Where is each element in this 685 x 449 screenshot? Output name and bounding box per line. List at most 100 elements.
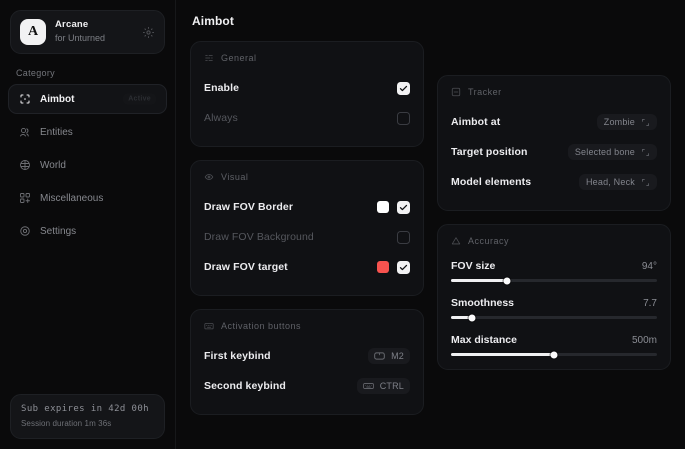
- color-swatch-fov-target[interactable]: [377, 261, 389, 273]
- sidebar-item-label: World: [40, 159, 66, 171]
- sidebar-item-miscellaneous[interactable]: Miscellaneous: [8, 183, 167, 213]
- row-label: Draw FOV Border: [204, 201, 294, 213]
- gear-icon[interactable]: [141, 25, 155, 39]
- sidebar-item-aimbot[interactable]: Aimbot Active: [8, 84, 167, 114]
- row-label: First keybind: [204, 350, 271, 362]
- general-card: General Enable Always: [190, 41, 424, 147]
- sidebar-nav: Aimbot Active Entities: [8, 84, 167, 246]
- triangle-icon: [451, 236, 461, 246]
- slider-knob: [550, 351, 558, 358]
- slider-label: Max distance: [451, 334, 517, 346]
- row-label: Aimbot at: [451, 116, 501, 128]
- second-keybind-chip[interactable]: CTRL: [356, 378, 410, 394]
- expand-icon: [641, 178, 650, 187]
- model-elements-dropdown[interactable]: Head, Neck: [578, 174, 657, 190]
- eye-icon: [204, 172, 214, 182]
- slider-label: Smoothness: [451, 297, 515, 309]
- row-label: Draw FOV target: [204, 261, 288, 273]
- sidebar-item-settings[interactable]: Settings: [8, 216, 167, 246]
- tracker-card-header: Tracker: [451, 87, 657, 97]
- row-label: Second keybind: [204, 380, 286, 392]
- sidebar-spacer: [8, 246, 167, 394]
- second-keybind-value: CTRL: [379, 381, 404, 391]
- accuracy-card-header: Accuracy: [451, 236, 657, 246]
- row-model-elements[interactable]: Model elements Head, Neck: [451, 167, 657, 197]
- expand-icon: [641, 118, 650, 127]
- row-aimbot-at[interactable]: Aimbot at Zombie: [451, 107, 657, 137]
- profile-name: Arcane: [55, 19, 89, 31]
- row-draw-fov-background[interactable]: Draw FOV Background: [204, 222, 410, 252]
- first-keybind-chip[interactable]: M2: [368, 348, 410, 364]
- sidebar-item-label: Miscellaneous: [40, 192, 104, 204]
- always-checkbox[interactable]: [397, 111, 410, 125]
- row-first-keybind[interactable]: First keybind M2: [204, 341, 410, 371]
- sliders-icon: [204, 53, 214, 63]
- sidebar: A Arcane for Unturned Category: [0, 0, 176, 449]
- row-target-position[interactable]: Target position Selected bone: [451, 137, 657, 167]
- row-draw-fov-target[interactable]: Draw FOV target: [204, 252, 410, 282]
- tracker-card-title: Tracker: [468, 87, 502, 97]
- row-label: Enable: [204, 82, 240, 94]
- draw-fov-border-checkbox[interactable]: [397, 200, 410, 214]
- row-label: Target position: [451, 146, 528, 158]
- profile-subtitle: for Unturned: [55, 33, 106, 44]
- draw-fov-background-checkbox[interactable]: [397, 230, 410, 244]
- right-column: Tracker Aimbot at Zombie: [437, 41, 671, 370]
- slider-smoothness[interactable]: Smoothness 7.7: [451, 293, 657, 321]
- row-controls: [397, 81, 410, 95]
- slider-track[interactable]: [451, 314, 657, 321]
- aimbot-at-dropdown[interactable]: Zombie: [596, 114, 657, 130]
- first-keybind-value: M2: [391, 351, 404, 361]
- crosshair-icon: [19, 93, 31, 105]
- slider-value: 500m: [631, 335, 657, 346]
- slider-track[interactable]: [451, 277, 657, 284]
- row-always[interactable]: Always: [204, 103, 410, 133]
- row-label: Always: [204, 112, 238, 124]
- slider-track[interactable]: [451, 351, 657, 358]
- category-label: Category: [16, 68, 55, 78]
- visual-card-title: Visual: [221, 172, 249, 182]
- slider-max-distance[interactable]: Max distance 500m: [451, 330, 657, 358]
- target-box-icon: [451, 87, 461, 97]
- row-label: Model elements: [451, 176, 532, 188]
- slider-knob: [468, 314, 476, 321]
- accuracy-card: Accuracy FOV size 94°: [437, 224, 671, 370]
- row-second-keybind[interactable]: Second keybind CTRL: [204, 371, 410, 401]
- slider-header: Max distance 500m: [451, 334, 657, 346]
- keyboard-icon: [362, 382, 374, 391]
- sidebar-item-world[interactable]: World: [8, 150, 167, 180]
- sidebar-item-label: Entities: [40, 126, 73, 138]
- sidebar-item-entities[interactable]: Entities: [8, 117, 167, 147]
- draw-fov-target-checkbox[interactable]: [397, 260, 410, 274]
- slider-header: FOV size 94°: [451, 260, 657, 272]
- slider-separator: [451, 319, 657, 330]
- avatar: A: [20, 19, 46, 45]
- row-enable[interactable]: Enable: [204, 73, 410, 103]
- color-swatch-fov-border[interactable]: [377, 201, 389, 213]
- slider-knob: [503, 277, 511, 284]
- enable-checkbox[interactable]: [397, 81, 410, 95]
- row-controls: [377, 260, 410, 274]
- sidebar-item-label: Settings: [40, 225, 77, 237]
- keyboard-icon: [204, 321, 214, 331]
- profile-card[interactable]: A Arcane for Unturned: [10, 10, 165, 54]
- sidebar-item-label: Aimbot: [40, 93, 75, 105]
- left-column: General Enable Always: [190, 41, 424, 415]
- session-duration: Session duration 1m 36s: [21, 419, 112, 428]
- target-position-dropdown[interactable]: Selected bone: [567, 144, 657, 160]
- row-controls: [377, 200, 410, 214]
- slider-separator: [451, 282, 657, 293]
- slider-fov-size[interactable]: FOV size 94°: [451, 256, 657, 284]
- general-card-header: General: [204, 53, 410, 63]
- profile-text: Arcane for Unturned: [55, 19, 132, 44]
- row-draw-fov-border[interactable]: Draw FOV Border: [204, 192, 410, 222]
- model-elements-value: Head, Neck: [585, 177, 635, 187]
- general-card-title: General: [221, 53, 257, 63]
- row-controls: [397, 111, 410, 125]
- target-position-value: Selected bone: [574, 147, 635, 157]
- subscription-card: Sub expires in 42d 00h Session duration …: [10, 394, 165, 439]
- sidebar-item-badge: Active: [123, 93, 156, 105]
- visual-card: Visual Draw FOV Border Draw FOV Backgrou…: [190, 160, 424, 296]
- row-controls: [397, 230, 410, 244]
